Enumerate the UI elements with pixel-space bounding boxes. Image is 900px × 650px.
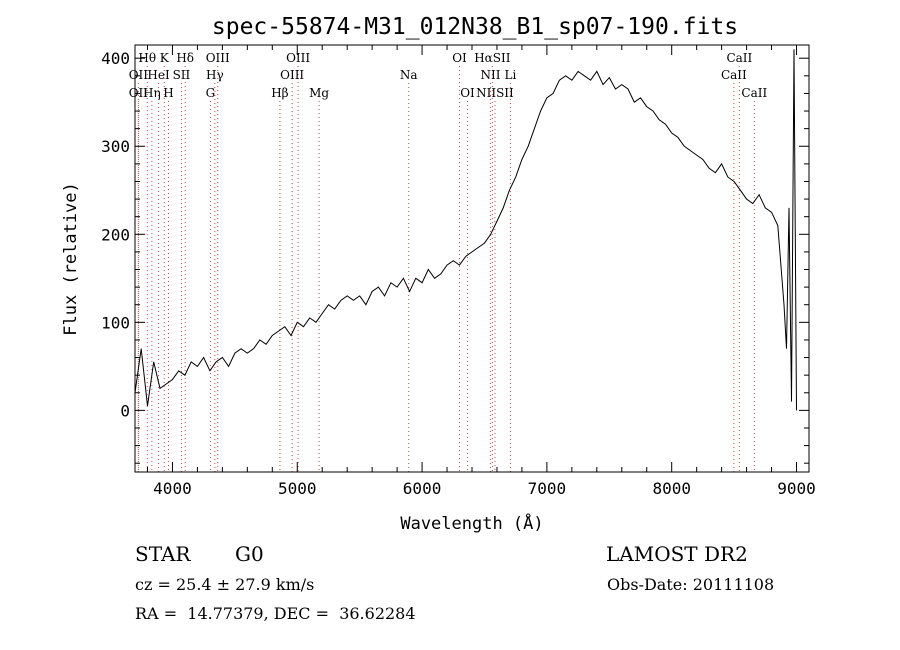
- line-label-group: Hθ K Hδ OIII OIII OI HαSII CaII OII HeI SII Hγ OIII N…: [129, 51, 768, 100]
- x-tick-label: 6000: [403, 479, 442, 498]
- axis-ticks: 4000 5000 6000 7000 8000 9000 0 100 200 300 400: [101, 45, 816, 498]
- line-label: K: [160, 51, 170, 65]
- line-label: CaII: [721, 68, 747, 82]
- y-tick-label: 0: [120, 401, 130, 420]
- x-tick-label: 5000: [278, 479, 317, 498]
- line-label: OIII: [206, 51, 230, 65]
- line-label: Hγ: [206, 68, 224, 82]
- line-label: G: [206, 86, 216, 100]
- x-tick-label: 8000: [652, 479, 691, 498]
- line-label: HαSII: [474, 51, 511, 65]
- redshift-cz: cz = 25.4 ± 27.9 km/s: [135, 575, 315, 594]
- line-label: Hβ: [271, 86, 288, 100]
- line-label: CaII: [726, 51, 752, 65]
- x-tick-label: 4000: [153, 479, 192, 498]
- y-tick-label: 100: [101, 313, 130, 332]
- line-label: SII: [173, 68, 191, 82]
- plot-frame: [134, 44, 810, 473]
- observation-date: Obs-Date: 20111108: [607, 575, 775, 594]
- line-label: OI: [460, 86, 475, 100]
- object-class: STAR: [135, 542, 191, 566]
- line-label: OII: [129, 68, 149, 82]
- line-label: Hθ: [138, 51, 156, 65]
- x-tick-label: 9000: [777, 479, 816, 498]
- y-tick-label: 400: [101, 49, 130, 68]
- line-label: NII: [480, 68, 500, 82]
- sky-coordinates: RA = 14.77379, DEC = 36.62284: [135, 604, 416, 623]
- spectrum-line: [134, 49, 797, 411]
- line-label: H: [163, 86, 173, 100]
- line-label: Na: [400, 68, 418, 82]
- line-label: OIII: [286, 51, 310, 65]
- x-axis-label: Wavelength (Å): [400, 512, 543, 534]
- line-label: Hη: [143, 86, 161, 100]
- survey-name: LAMOST DR2: [606, 542, 748, 566]
- chart-title: spec-55874-M31_012N38_B1_sp07-190.fits: [212, 14, 738, 40]
- line-label: OI: [452, 51, 467, 65]
- line-label: Li: [505, 68, 517, 82]
- y-tick-label: 200: [101, 225, 130, 244]
- y-tick-label: 300: [101, 137, 130, 156]
- line-label: HeI: [147, 68, 170, 82]
- line-label: NIISII: [476, 86, 514, 100]
- y-axis-label: Flux (relative): [61, 182, 81, 336]
- line-marker-group: [137, 66, 755, 472]
- line-label: Mg: [309, 86, 329, 100]
- x-tick-label: 7000: [528, 479, 567, 498]
- object-subclass: G0: [235, 542, 264, 566]
- line-label: OIII: [280, 68, 304, 82]
- line-label: CaII: [741, 86, 767, 100]
- line-label: Hδ: [176, 51, 194, 65]
